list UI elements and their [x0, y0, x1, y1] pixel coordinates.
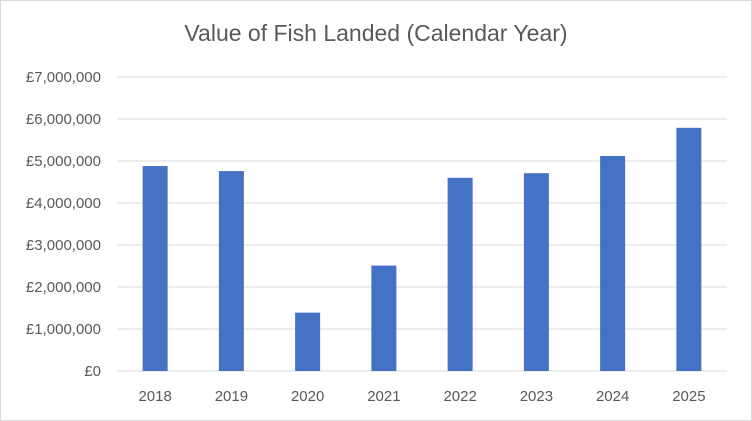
x-tick-label: 2024 — [596, 388, 629, 405]
y-tick-label: £7,000,000 — [26, 69, 101, 86]
y-tick-label: £3,000,000 — [26, 237, 101, 254]
gridlines — [117, 76, 727, 372]
y-tick-label: £0 — [84, 363, 101, 380]
bar-2024 — [600, 155, 626, 371]
y-tick-label: £1,000,000 — [26, 321, 101, 338]
y-tick-label: £5,000,000 — [26, 153, 101, 170]
y-tick-label: £6,000,000 — [26, 111, 101, 128]
x-tick-label: 2020 — [291, 388, 324, 405]
bars — [142, 127, 702, 371]
x-tick-label: 2025 — [672, 388, 705, 405]
bar-2019 — [218, 171, 244, 371]
x-tick-label: 2023 — [520, 388, 553, 405]
x-axis-tick-labels: 2018 2019 2020 2021 2022 2023 2024 2025 — [138, 388, 705, 405]
y-tick-label: £2,000,000 — [26, 279, 101, 296]
chart-title: Value of Fish Landed (Calendar Year) — [184, 20, 568, 46]
bar-2021 — [371, 265, 397, 371]
x-tick-label: 2018 — [138, 388, 171, 405]
bar-2018 — [142, 166, 168, 371]
y-axis-tick-labels: £0 £1,000,000 £2,000,000 £3,000,000 £4,000,0… — [26, 69, 101, 380]
bar-2025 — [676, 127, 702, 371]
x-tick-label: 2022 — [443, 388, 476, 405]
x-tick-label: 2019 — [215, 388, 248, 405]
bar-2022 — [447, 177, 473, 371]
bar-2023 — [523, 173, 549, 371]
bar-2020 — [295, 312, 321, 371]
x-tick-label: 2021 — [367, 388, 400, 405]
y-tick-label: £4,000,000 — [26, 195, 101, 212]
